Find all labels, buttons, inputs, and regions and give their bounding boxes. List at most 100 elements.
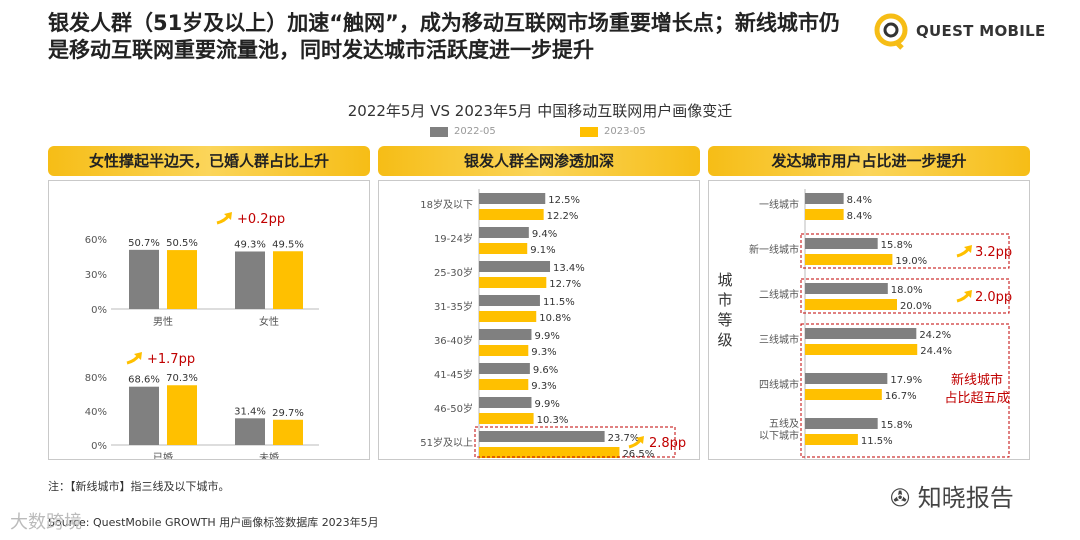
marital-data-label: 68.6% [128,375,160,386]
age-category-label: 46-50岁 [434,402,473,415]
gender-annotation: +0.2pp [237,212,285,227]
city-bar [805,434,858,445]
age-data-label: 9.4% [532,229,557,240]
city-data-label: 24.2% [919,330,951,341]
age-bar [479,345,529,356]
age-category-label: 25-30岁 [434,266,473,279]
age-category-label: 51岁及以上 [420,436,473,449]
panel-age: 18岁及以下 12.5% 12.2% 19-24岁 9.4% 9.1% 25-30岁 13.4… [378,180,700,461]
city-data-label: 15.8% [881,420,913,431]
marital-data-label: 31.4% [234,406,266,417]
age-annotation: 2.8pp [649,436,686,451]
age-data-label: 9.3% [531,381,556,392]
city-data-label: 11.5% [861,436,893,447]
marital-y-tick: 40% [85,407,107,418]
panel-city: 一线城市 8.4% 8.4% 新一线城市 15.8% 19.0% 二线城市 18.0% 20.0… [708,180,1030,460]
age-bar [479,311,537,322]
age-data-label: 11.5% [543,297,575,308]
legend-label-2023: 2023-05 [604,126,646,137]
chart-legend: 2022-05 2023-05 [0,126,1080,140]
marital-data-label: 29.7% [272,408,304,419]
age-bar [479,447,620,458]
marital-annotation: +1.7pp [147,352,195,367]
age-bar [479,277,547,288]
quest-mobile-logo-icon [874,13,908,50]
gender-bar [273,251,303,309]
page-title: 银发人群（51岁及以上）加速“触网”，成为移动互联网市场重要增长点；新线城市仍 … [48,10,848,64]
panel-title-gender-marital: 女性撑起半边天，已婚人群占比上升 [48,146,370,176]
legend-label-2022: 2022-05 [454,126,496,137]
marital-bar [273,419,303,445]
marital-data-label: 70.3% [166,373,198,384]
age-data-label: 10.3% [537,415,569,426]
city-category-label: 二线城市 [759,288,799,301]
city-data-label: 19.0% [895,256,927,267]
age-data-label: 9.1% [530,245,555,256]
city-data-label: 8.4% [847,211,872,222]
marital-category-label: 未婚 [259,451,279,459]
legend-swatch-2022 [430,127,448,137]
city-data-label: 17.9% [890,375,922,386]
city-data-label: 24.4% [920,346,952,357]
marital-category-label: 已婚 [153,451,173,459]
panel-title-city: 发达城市用户占比进一步提升 [708,146,1030,176]
chart-gender-marital: 60% 30% 0% 男性 50.7% 50.5% 女性 49.3% 49.5% +0.2pp 80… [85,212,319,464]
city-bar [805,238,878,249]
marital-bar [167,385,197,445]
age-bar [479,413,534,424]
corner-watermark-text: 大数跨境 [10,512,82,533]
gender-y-tick: 0% [91,305,107,316]
age-category-label: 31-35岁 [434,300,473,313]
age-bar [479,397,532,408]
age-bar [479,209,544,220]
chart-title: 2022年5月 VS 2023年5月 中国移动互联网用户画像变迁 [347,102,733,120]
panel-title-age: 银发人群全网渗透加深 [378,146,700,176]
age-bar [479,329,532,340]
age-category-label: 36-40岁 [434,334,473,347]
corner-watermark: 大数跨境 [10,508,82,534]
city-category-label: 五线及 [769,417,799,430]
wechat-icon: ✇ [890,484,911,512]
age-data-label: 9.3% [531,347,556,358]
gender-data-label: 49.3% [234,239,266,250]
age-data-label: 12.5% [548,195,580,206]
age-bar [479,261,551,272]
page-title-line-2: 是移动互联网重要流量池，同时发达城市活跃度进一步提升 [48,38,594,62]
gender-category-label: 女性 [259,315,279,328]
wechat-watermark: ✇ 知晓报告 [890,478,1014,513]
gender-y-tick: 30% [85,270,107,281]
footnote: 注：【新线城市】指三线及以下城市。 [48,480,230,493]
legend-swatch-2023 [580,127,598,137]
city-axis-title-char: 等 [717,311,732,329]
city-callout: 占比超五成 [944,391,1009,406]
city-highlight-box [800,278,1010,314]
city-data-label: 8.4% [847,195,872,206]
age-data-label: 23.7% [608,433,640,444]
city-axis-title-char: 城 [717,271,732,289]
gender-data-label: 50.7% [128,238,160,249]
city-category-label: 一线城市 [759,198,799,211]
city-new-tier-box [800,323,1010,458]
page-title-line-1: 银发人群（51岁及以上）加速“触网”，成为移动互联网市场重要增长点；新线城市仍 [48,11,840,35]
panel-gender-marital: 60% 30% 0% 男性 50.7% 50.5% 女性 49.3% 49.5% +0.2pp 80… [48,180,370,464]
age-category-label: 18岁及以下 [420,198,473,211]
age-data-label: 9.9% [534,399,559,410]
city-bar [805,418,878,429]
gender-category-label: 男性 [153,315,173,328]
marital-y-tick: 80% [85,373,107,384]
marital-bar [235,418,265,445]
gender-bar [167,250,197,309]
marital-y-tick: 0% [91,441,107,452]
city-bar [805,299,897,310]
age-data-label: 26.5% [622,449,654,459]
city-bar [805,328,917,339]
gender-bar [235,251,265,309]
age-bar [479,193,546,204]
brand-logo: QUEST MOBILE [872,12,1045,50]
age-bar [479,379,529,390]
city-category-label: 四线城市 [759,378,799,391]
age-data-label: 9.9% [534,331,559,342]
age-bar [479,363,530,374]
city-up-arrow-icon-head [964,245,972,253]
age-data-label: 13.4% [553,263,585,274]
